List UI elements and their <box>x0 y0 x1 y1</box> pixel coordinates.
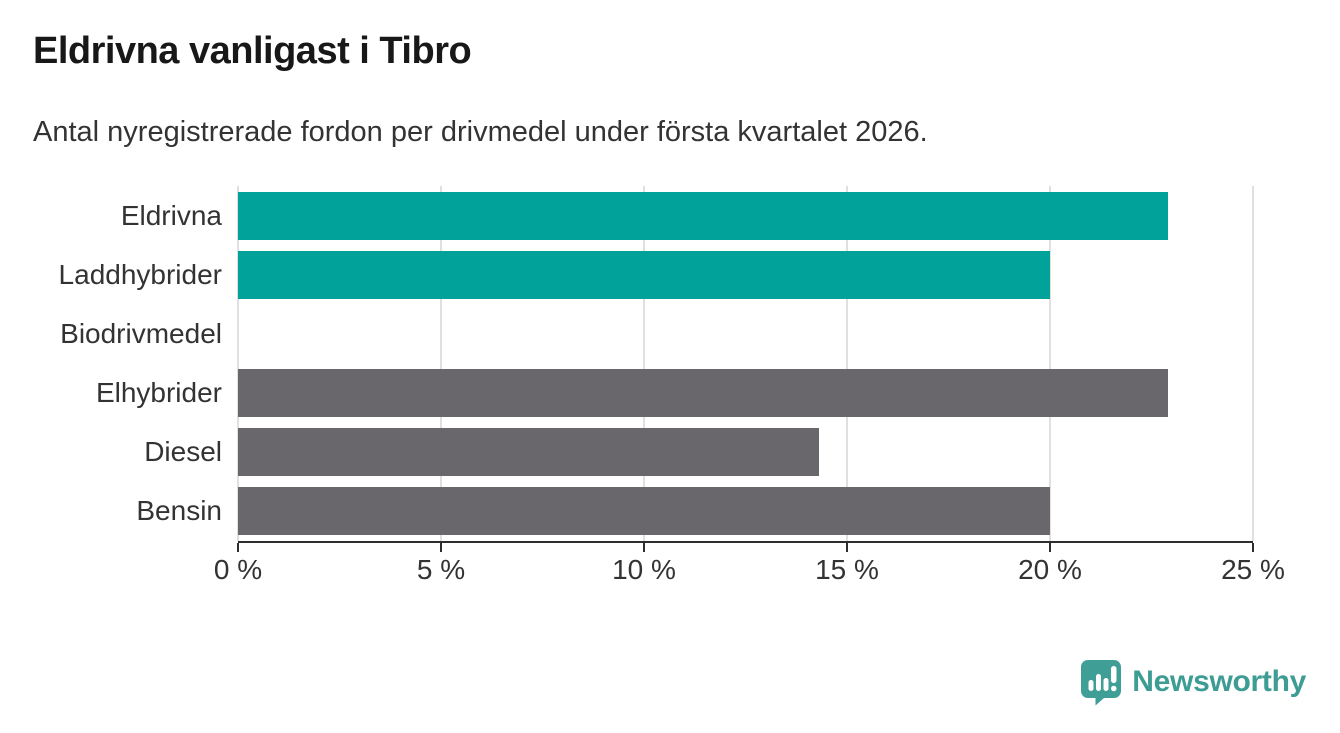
x-axis-tick-label: 15 % <box>815 554 879 585</box>
gridline <box>1252 186 1254 541</box>
newsworthy-logo[interactable]: Newsworthy <box>1079 658 1306 706</box>
category-label: Bensin <box>136 495 222 527</box>
x-axis-tick <box>237 543 239 552</box>
bar <box>238 428 819 477</box>
gridline <box>846 186 848 541</box>
category-label: Laddhybrider <box>58 258 222 290</box>
x-axis-tick-label: 10 % <box>612 554 676 585</box>
gridline <box>643 186 645 541</box>
chart-subtitle: Antal nyregistrerade fordon per drivmede… <box>33 116 928 148</box>
x-axis-tick <box>1252 543 1254 552</box>
x-axis: 0 % 5 % 10 % 15 % 20 % 25 % <box>214 541 1285 595</box>
bar <box>238 250 1050 299</box>
category-label: Eldrivna <box>120 199 222 231</box>
bar <box>238 487 1050 536</box>
gridline <box>440 186 442 541</box>
category-label: Biodrivmedel <box>60 317 222 349</box>
gridline <box>1049 186 1051 541</box>
x-axis-tick-label: 5 % <box>416 554 466 585</box>
gridline <box>237 186 239 541</box>
x-axis-tick <box>846 543 848 552</box>
x-axis-tick <box>643 543 645 552</box>
category-label: Elhybrider <box>95 377 222 409</box>
x-axis-tick <box>1049 543 1051 552</box>
bar <box>238 191 1168 240</box>
plot-area <box>237 186 1254 541</box>
newsworthy-wordmark: Newsworthy <box>1132 665 1306 698</box>
category-axis-labels: Eldrivna Laddhybrider Biodrivmedel Elhybrid… <box>0 186 222 541</box>
x-axis-tick <box>440 543 442 552</box>
x-axis-tick-label: 20 % <box>1018 554 1082 585</box>
bar <box>238 369 1168 418</box>
chart-title: Eldrivna vanligast i Tibro <box>33 30 472 72</box>
category-label: Diesel <box>144 436 222 468</box>
x-axis-tick-label: 25 % <box>1221 554 1285 585</box>
newsworthy-logo-icon <box>1081 660 1122 706</box>
x-axis-tick-label: 0 % <box>213 554 263 585</box>
